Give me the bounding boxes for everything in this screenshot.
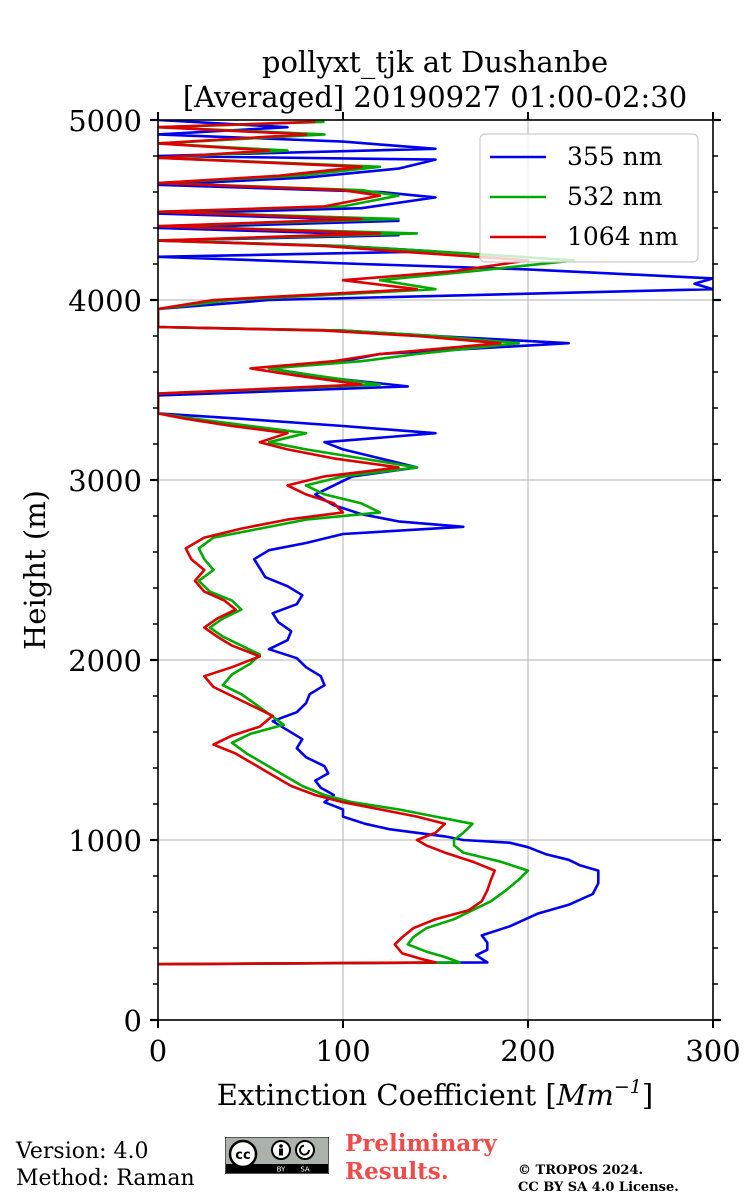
share-alike-arc (299, 1144, 311, 1156)
y-tick-label: 2000 (68, 644, 142, 678)
x-tick-label: 200 (500, 1034, 555, 1068)
series-layer (158, 120, 713, 966)
y-tick-label: 4000 (68, 284, 142, 318)
attribution-icon-head (279, 1144, 283, 1148)
legend-label-1064: 1064 nm (567, 222, 679, 251)
series-line-1064-nm (158, 120, 530, 966)
x-tick-label: 0 (149, 1034, 167, 1068)
copyright-line2: CC BY SA 4.0 License. (518, 1180, 679, 1195)
x-axis-label-text: Extinction Coefficient [ (217, 1078, 557, 1112)
chart-title-line1: pollyxt_tjk at Dushanbe (262, 45, 608, 80)
y-tick-label: 5000 (68, 104, 142, 138)
chart-title-line2: [Averaged] 20190927 01:00-02:30 (183, 80, 687, 114)
attribution-icon-body (279, 1148, 283, 1156)
cc-letters: cc (235, 1148, 250, 1163)
badge-sa-text: SA (300, 1166, 310, 1174)
x-axis-label-close: ] (642, 1078, 653, 1112)
x-axis-label: Extinction Coefficient [Mm−1] (217, 1076, 653, 1112)
x-axis-label-exponent: −1 (614, 1076, 642, 1098)
legend-frame (479, 133, 699, 263)
copyright-line1: © TROPOS 2024. (518, 1163, 644, 1178)
cc-by-sa-badge: cc BY SA (225, 1137, 329, 1174)
legend-label-532: 532 nm (567, 182, 663, 211)
version-text: Version: 4.0 (16, 1139, 149, 1164)
y-tick-label: 1000 (68, 824, 142, 858)
x-tick-label: 300 (685, 1034, 740, 1068)
badge-by-text: BY (277, 1166, 286, 1174)
preliminary-label-line1: Preliminary (345, 1130, 497, 1157)
preliminary-label-line2: Results. (345, 1158, 449, 1185)
plot-frame (157, 119, 714, 1021)
x-tick-label: 100 (315, 1034, 370, 1068)
y-tick-label: 0 (124, 1004, 142, 1038)
badge-strip (226, 1164, 328, 1173)
cc-circle-icon (228, 1139, 258, 1169)
y-axis-label: Height (m) (18, 490, 52, 650)
legend: 355 nm 532 nm 1064 nm (479, 133, 699, 263)
legend-label-355: 355 nm (567, 142, 663, 171)
x-axis-label-unit: Mm (556, 1078, 614, 1112)
y-tick-label: 3000 (68, 464, 142, 498)
share-alike-icon (295, 1140, 315, 1160)
method-text: Method: Raman (16, 1166, 195, 1191)
